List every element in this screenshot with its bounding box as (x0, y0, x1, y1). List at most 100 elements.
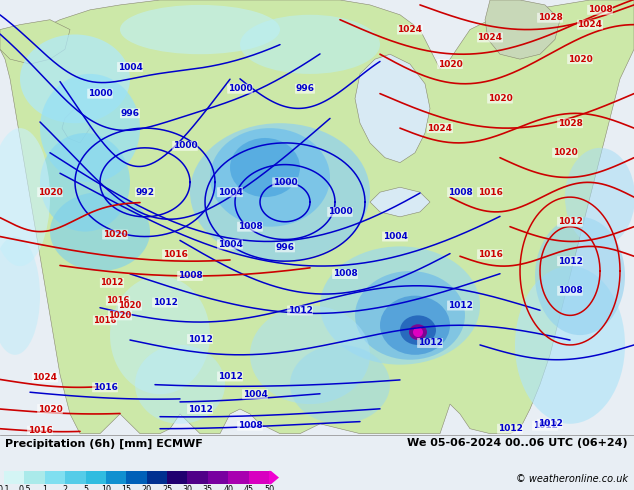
Polygon shape (485, 0, 560, 59)
Bar (45, 471, 65, 484)
Ellipse shape (400, 316, 436, 345)
Text: 50: 50 (264, 485, 274, 490)
Text: © weatheronline.co.uk: © weatheronline.co.uk (516, 474, 628, 484)
Text: 1016: 1016 (27, 426, 53, 435)
Bar (188, 471, 208, 484)
Text: 1028: 1028 (557, 119, 583, 128)
Ellipse shape (380, 295, 450, 355)
Text: 1012: 1012 (153, 298, 178, 307)
Text: 1008: 1008 (448, 188, 472, 196)
Text: 1024: 1024 (477, 33, 503, 42)
Text: 20: 20 (141, 485, 152, 490)
Text: 5: 5 (83, 485, 88, 490)
Text: 1000: 1000 (273, 178, 297, 187)
Text: 1020: 1020 (553, 148, 578, 157)
Text: 0.5: 0.5 (18, 485, 30, 490)
Ellipse shape (210, 128, 330, 227)
Text: 1000: 1000 (328, 207, 353, 217)
Text: 1012: 1012 (533, 421, 557, 430)
Ellipse shape (355, 271, 465, 360)
Text: 1016: 1016 (477, 250, 502, 259)
Ellipse shape (40, 74, 140, 182)
Text: 1012: 1012 (557, 217, 583, 226)
Text: 2: 2 (63, 485, 68, 490)
Text: 1016: 1016 (93, 316, 117, 325)
Polygon shape (355, 54, 430, 163)
Text: 0.1: 0.1 (0, 485, 10, 490)
Text: 1020: 1020 (37, 188, 62, 196)
Text: 1004: 1004 (382, 232, 408, 241)
Ellipse shape (409, 324, 427, 340)
Text: 1020: 1020 (108, 311, 132, 320)
Ellipse shape (190, 123, 370, 261)
Text: 1008: 1008 (588, 5, 612, 14)
Text: We 05-06-2024 00..06 UTC (06+24): We 05-06-2024 00..06 UTC (06+24) (408, 439, 628, 448)
Text: 1008: 1008 (178, 271, 202, 280)
Text: 1004: 1004 (217, 188, 242, 196)
Text: 1028: 1028 (538, 13, 562, 22)
Bar (24, 471, 45, 484)
Text: 996: 996 (295, 84, 314, 93)
Text: 1008: 1008 (333, 270, 358, 278)
Text: 1012: 1012 (217, 372, 242, 381)
Text: 25: 25 (162, 485, 172, 490)
Bar (249, 471, 269, 484)
Text: 1004: 1004 (217, 240, 242, 249)
Text: 1012: 1012 (498, 424, 522, 433)
Bar (4, 471, 24, 484)
Text: 992: 992 (136, 188, 155, 196)
Text: 1000: 1000 (172, 141, 197, 150)
Ellipse shape (320, 246, 480, 365)
Polygon shape (0, 20, 70, 64)
Text: 45: 45 (243, 485, 254, 490)
Text: 1012: 1012 (418, 339, 443, 347)
Ellipse shape (20, 34, 130, 123)
Ellipse shape (413, 327, 423, 337)
Text: 40: 40 (223, 485, 233, 490)
Ellipse shape (230, 138, 300, 197)
Text: 1024: 1024 (578, 20, 602, 29)
Bar (146, 471, 167, 484)
Text: 1004: 1004 (117, 63, 143, 72)
Text: 1016: 1016 (93, 383, 117, 392)
Ellipse shape (0, 128, 50, 266)
Text: 1024: 1024 (398, 25, 422, 34)
Text: 1012: 1012 (288, 306, 313, 315)
Text: 1024: 1024 (427, 123, 453, 133)
Text: 1008: 1008 (238, 222, 262, 231)
Text: 1016: 1016 (477, 188, 502, 196)
Ellipse shape (515, 266, 625, 424)
Text: 1008: 1008 (238, 421, 262, 430)
Ellipse shape (120, 5, 280, 54)
Bar (167, 471, 188, 484)
Text: Precipitation (6h) [mm] ECMWF: Precipitation (6h) [mm] ECMWF (5, 439, 203, 449)
FancyArrow shape (269, 471, 279, 484)
Text: 1012: 1012 (557, 257, 583, 266)
Ellipse shape (250, 306, 370, 404)
Text: 1012: 1012 (188, 405, 212, 414)
Ellipse shape (135, 345, 225, 424)
Text: 1: 1 (42, 485, 48, 490)
Text: 1016: 1016 (107, 296, 130, 305)
Bar (208, 471, 228, 484)
Text: 1012: 1012 (100, 278, 124, 287)
Text: 10: 10 (101, 485, 111, 490)
Text: 1012: 1012 (188, 335, 212, 343)
Bar (106, 471, 126, 484)
Polygon shape (370, 187, 430, 217)
Bar (228, 471, 249, 484)
Text: 15: 15 (121, 485, 131, 490)
Ellipse shape (240, 15, 380, 74)
Text: 1020: 1020 (488, 94, 512, 103)
Text: 1008: 1008 (558, 286, 583, 295)
Text: 1016: 1016 (162, 250, 188, 259)
Ellipse shape (535, 217, 625, 335)
Text: 1004: 1004 (243, 390, 268, 399)
Ellipse shape (565, 148, 634, 246)
Ellipse shape (290, 345, 390, 424)
Text: 1012: 1012 (538, 419, 562, 428)
Text: 35: 35 (203, 485, 213, 490)
Ellipse shape (50, 192, 150, 271)
Bar (126, 471, 146, 484)
Text: 30: 30 (183, 485, 193, 490)
